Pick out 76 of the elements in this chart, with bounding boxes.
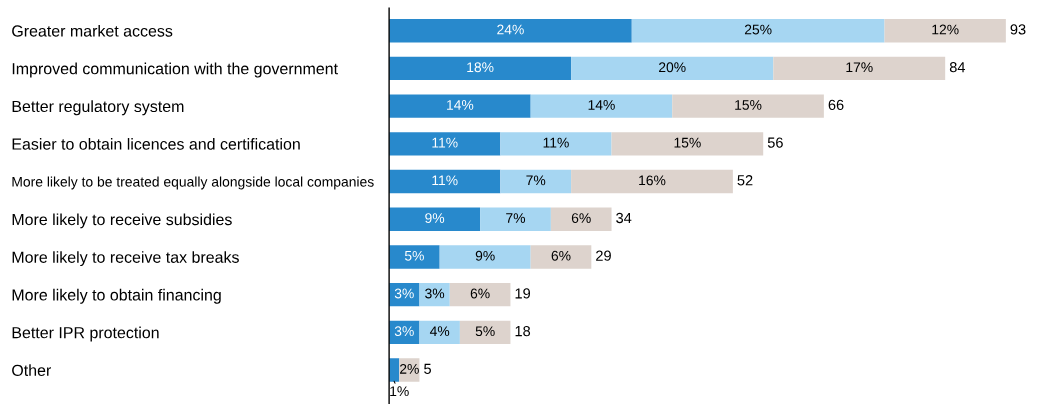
data-label: 6% — [470, 288, 490, 299]
bar — [389, 19, 632, 43]
data-label: 11% — [432, 137, 458, 148]
data-label: 7% — [526, 175, 546, 186]
annotation: 84 — [949, 62, 966, 73]
bar — [550, 207, 612, 231]
data-label: 15% — [674, 137, 701, 148]
data-label: 5% — [475, 326, 495, 337]
data-label: 4% — [429, 326, 450, 337]
y-tick-label: Easier to obtain licences and certification — [12, 138, 300, 150]
y-tick-label: Other — [12, 364, 52, 377]
data-label: 18% — [467, 62, 494, 73]
bar — [500, 169, 572, 194]
bar — [500, 132, 612, 156]
bar — [480, 207, 551, 231]
bar — [459, 320, 511, 345]
bar — [439, 245, 531, 269]
bar — [389, 358, 400, 382]
data-label: 14% — [588, 100, 615, 110]
bar — [773, 56, 946, 81]
data-label: 3% — [425, 288, 445, 299]
bar — [389, 207, 481, 231]
data-label: 11% — [432, 175, 458, 186]
data-label: 15% — [735, 100, 762, 110]
data-label: 16% — [639, 175, 666, 186]
data-label: 25% — [744, 24, 772, 35]
data-label: 14% — [447, 100, 474, 110]
data-label: 24% — [497, 24, 524, 35]
annotation: 29 — [596, 250, 611, 261]
data-label: 6% — [551, 250, 571, 261]
y-tick-label: Better regulatory system — [12, 100, 184, 116]
y-tick-label: More likely to be treated equally alongside local companies — [12, 176, 374, 190]
bar — [389, 169, 501, 194]
y-tick-label: More likely to receive tax breaks — [12, 251, 239, 267]
y-tick-label: Greater market access — [12, 24, 173, 37]
bar — [571, 169, 733, 194]
bar — [389, 132, 501, 156]
annotation: 19 — [515, 288, 531, 299]
bar — [419, 320, 460, 345]
bar — [449, 282, 511, 307]
bar — [389, 94, 531, 118]
bar — [571, 56, 774, 81]
y-tick-label: Improved communication with the government — [12, 62, 338, 78]
y-tick-label: Better IPR protection — [12, 326, 159, 342]
bar — [530, 94, 673, 118]
data-label: 7% — [506, 213, 526, 223]
data-label: 5% — [404, 250, 424, 261]
annotation: 18 — [515, 325, 531, 337]
data-label: 3% — [394, 288, 414, 299]
bar — [672, 94, 824, 118]
bar — [389, 245, 440, 269]
data-label: 1% — [390, 386, 409, 397]
bar — [419, 282, 450, 307]
data-label: 11% — [543, 137, 569, 148]
annotation: 56 — [767, 137, 783, 148]
bar — [611, 132, 764, 156]
data-label: 2% — [400, 363, 419, 374]
bar — [884, 19, 1006, 43]
data-label: 9% — [425, 213, 445, 223]
data-label: 12% — [932, 24, 959, 35]
data-label: 20% — [659, 62, 686, 73]
bar — [631, 19, 885, 43]
data-label: 9% — [475, 250, 495, 261]
bar — [399, 358, 420, 382]
text: 93 — [1010, 24, 1026, 35]
y-tick-label: More likely to receive subsidies — [12, 213, 232, 229]
data-label: 3% — [394, 326, 414, 337]
annotation: 5 — [424, 363, 431, 374]
bar — [389, 56, 572, 81]
y-tick-label: More likely to obtain financing — [12, 288, 221, 304]
annotation: 52 — [737, 175, 753, 186]
data-label: 6% — [571, 213, 591, 223]
data-label: 17% — [846, 62, 873, 73]
annotation: 66 — [828, 99, 844, 111]
annotation: 34 — [616, 212, 632, 224]
bar — [530, 245, 592, 269]
